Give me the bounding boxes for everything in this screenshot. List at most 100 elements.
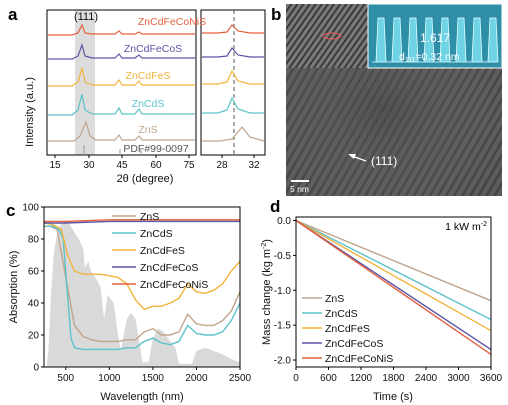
lattice-inset [286, 4, 368, 68]
xrd-trace-cofes [48, 43, 195, 60]
plane-label: (111) [371, 154, 397, 168]
tick-45: 45 [116, 160, 128, 171]
xrd-trace-cds [48, 93, 195, 116]
d-xtick-label: 600 [320, 373, 337, 384]
tick-75: 75 [183, 160, 195, 171]
panel-c: c 500 1000 1500 2000 2500 0 20 40 60 80 100 Absorp… [6, 201, 252, 403]
c-legend-label-zncdfes: ZnCdFeS [140, 245, 185, 257]
xrd-trace-fes [48, 67, 195, 87]
c-legend-label-zncds: ZnCdS [140, 228, 173, 240]
intensity-profile [372, 17, 499, 63]
panel-d-ylabel: Mass change (kg m-2) [261, 239, 273, 345]
pdf-reference-sticks [83, 145, 142, 155]
panel-d-annotation: 1 kW m-2 [445, 221, 487, 233]
mass-line-zns [295, 219, 492, 302]
c-xtick-label: 1000 [98, 373, 121, 384]
c-xtick-label: 2500 [229, 373, 252, 384]
d-ytick-label: 0.0 [277, 216, 291, 227]
label-zns: ZnS [138, 124, 157, 136]
absorption-line-zncdfes [43, 222, 241, 311]
plane-arrow-head [348, 154, 356, 159]
panel-label-c: c [6, 201, 15, 220]
xrd-trace-zns [48, 120, 195, 142]
tick-15: 15 [49, 160, 61, 171]
inset-value: 1.617 [420, 31, 450, 45]
panel-a-right-axes [200, 9, 266, 156]
mass-line-zncdfeconis [295, 219, 492, 355]
c-xtick-label: 1500 [142, 373, 165, 384]
label-pdf: PDF#99-0097 [123, 143, 189, 155]
c-xtick-label: 2000 [185, 373, 208, 384]
c-ytick-label: 100 [22, 203, 39, 214]
c-ytick-label: 80 [28, 235, 40, 246]
xrd-trace-cofes-zoom [202, 46, 264, 58]
panel-c-xlabel: Wavelength (nm) [100, 391, 183, 403]
panel-c-ylabel: Absorption (%) [8, 251, 20, 324]
d-spacing-label: d111=0.32 nm [399, 51, 460, 64]
c-legend-label-zncdfecos: ZnCdFeCoS [140, 262, 198, 274]
tick-60: 60 [150, 160, 162, 171]
svg-text:d111=0.32 nm: d111=0.32 nm [399, 51, 460, 64]
panel-label-d: d [270, 197, 280, 216]
panel-b: b 1.617 d111=0.32 nm (111) 5 nm [271, 3, 503, 196]
panel-a-left-axes [46, 9, 197, 156]
panel-c-ticks: 500 1000 1500 2000 2500 0 20 40 60 80 100 [22, 203, 251, 385]
panel-d: d 0 600 1200 1800 2400 3000 3600 0.0 -0.5 -1.0 -1.… [261, 197, 503, 403]
d-ytick-label: -2.0 [274, 356, 292, 367]
lattice-marker [322, 32, 342, 40]
panel-d-ticks: 0 600 1200 1800 2400 3000 3600 0.0 -0.5 -1.0 -1.5 -… [274, 216, 503, 384]
panel-label-b: b [271, 5, 281, 24]
mass-line-zncdfes [295, 219, 492, 332]
c-legend-label-zns: ZnS [140, 211, 159, 223]
panel-d-legend: ZnS ZnCdS ZnCdFeS ZnCdFeCoS ZnCdFeCoNiS [302, 293, 393, 365]
absorption-line-zncds [44, 225, 241, 351]
absorption-line-zncdfecos [44, 220, 240, 224]
c-legend-label-zncdfeconis: ZnCdFeCoNiS [140, 279, 208, 291]
d-legend-label-zncdfecos: ZnCdFeCoS [325, 338, 383, 350]
xrd-trace-cofenis [48, 23, 195, 36]
xrd-trace-cds-zoom [202, 96, 264, 114]
label-fes: ZnCdFeS [126, 70, 171, 82]
label-cofenis: ZnCdFeCoNiS [138, 16, 206, 28]
tick-30: 30 [83, 160, 95, 171]
d-xtick-label: 3000 [447, 373, 470, 384]
tick-28: 28 [216, 160, 228, 171]
c-ytick-label: 20 [28, 331, 40, 342]
d-xtick-label: 3600 [480, 373, 503, 384]
panel-c-legend: ZnS ZnCdS ZnCdFeS ZnCdFeCoS ZnCdFeCoNiS [112, 211, 208, 291]
d-legend-label-zncdfes: ZnCdFeS [325, 323, 370, 335]
tick-32: 32 [248, 160, 260, 171]
panel-c-axes [43, 206, 241, 368]
d-ytick-label: -1.0 [274, 286, 292, 297]
solar-spectrum-shading [46, 219, 240, 367]
d-xtick-label: 0 [293, 373, 299, 384]
peak-label-111: (111) [74, 11, 98, 23]
d-xtick-label: 2400 [415, 373, 438, 384]
absorption-line-zncdfeconis [44, 219, 240, 223]
d-ytick-label: -0.5 [274, 251, 292, 262]
d-xtick-label: 1800 [382, 373, 405, 384]
xrd-trace-fes-zoom [202, 69, 264, 85]
label-cofes: ZnCdFeCoS [124, 43, 182, 55]
xrd-trace-cofenis-zoom [202, 24, 264, 34]
panel-d-plot [295, 219, 492, 355]
panel-a-xticks: 15 30 45 60 75 28 32 [49, 155, 260, 171]
panel-label-a: a [8, 5, 18, 24]
d-legend-label-zns: ZnS [325, 293, 344, 305]
panel-a: a Intensity (a.u.) (111) ZnCdFeCoNiS ZnC… [8, 5, 266, 185]
xrd-trace-zns-zoom [202, 126, 265, 142]
panel-d-xlabel: Time (s) [373, 391, 413, 403]
c-ytick-label: 0 [33, 363, 39, 374]
c-ytick-label: 60 [28, 267, 40, 278]
scale-bar-label: 5 nm [290, 184, 309, 194]
label-cds: ZnCdS [132, 98, 165, 110]
c-ytick-label: 40 [28, 299, 40, 310]
d-legend-label-zncds: ZnCdS [325, 308, 358, 320]
panel-a-ylabel: Intensity (a.u.) [24, 77, 36, 147]
panel-c-plot [43, 219, 241, 367]
c-xtick-label: 500 [57, 373, 74, 384]
panel-a-xlabel: 2θ (degree) [117, 173, 174, 185]
mass-line-zncds [295, 219, 492, 321]
d-legend-label-zncdfeconis: ZnCdFeCoNiS [325, 353, 393, 365]
